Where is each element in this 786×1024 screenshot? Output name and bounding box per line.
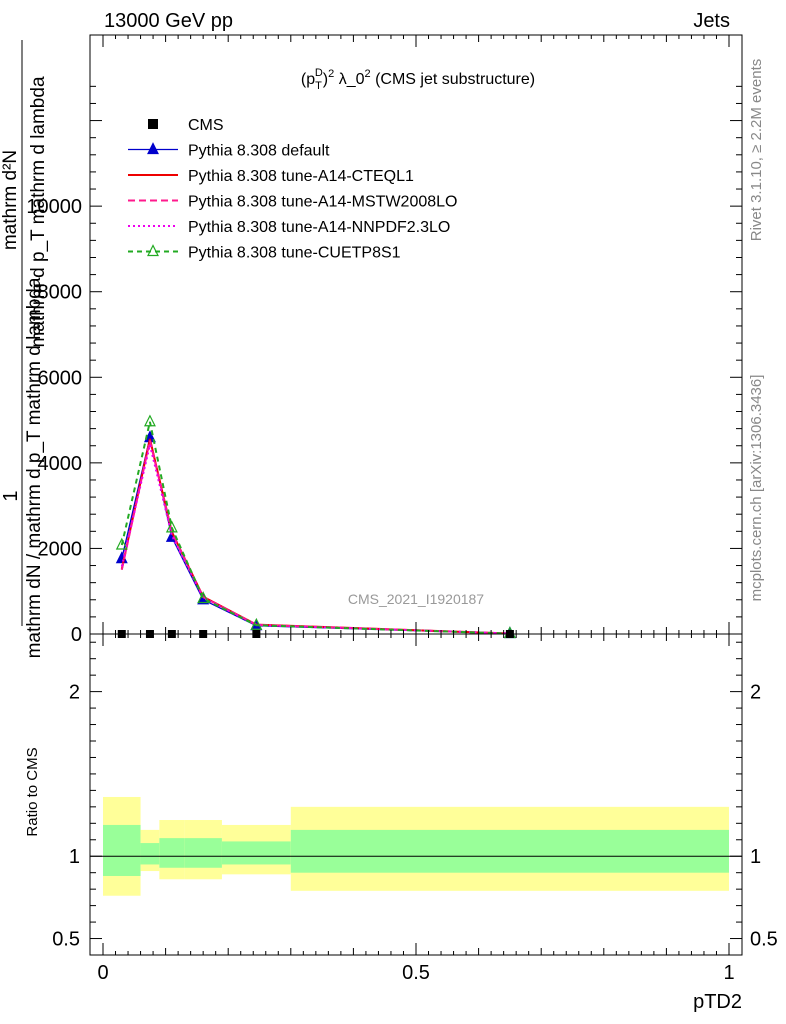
ylabel-numerator: mathrm d²N [0, 150, 21, 250]
legend-label-4: Pythia 8.308 tune-CUETP8S1 [188, 245, 401, 262]
ratio-y-tick-label-left-2: 2 [69, 682, 80, 704]
x-tick-label-1: 0.5 [402, 962, 430, 984]
series-marker-4-0 [115, 537, 128, 550]
header-jets: Jets [693, 10, 730, 32]
legend-label-2: Pythia 8.308 tune-A14-MSTW2008LO [188, 194, 457, 211]
series-marker-4-1 [143, 414, 156, 427]
title-lsq: 2 [365, 68, 371, 80]
series-marker-4-4 [250, 617, 263, 630]
ratio-y-tick-label-right-0: 0.5 [750, 929, 778, 951]
ylabel-numerator-den: mathrm d p_T mathrm d lambda [28, 76, 49, 347]
analysis-label: CMS_2021_I1920187 [348, 591, 484, 607]
ratio-y-tick-label-right-1: 1 [750, 846, 761, 868]
ratio-y-tick-label-left-1: 1 [69, 846, 80, 868]
series-line-4 [120, 421, 510, 635]
series-marker-4-2 [165, 520, 178, 533]
x-tick-label-2: 1 [723, 962, 734, 984]
rivet-label: Rivet 3.1.10, ≥ 2.2M events [748, 59, 765, 242]
title-p: (p [301, 71, 315, 88]
legend-label-3: Pythia 8.308 tune-A14-NNPDF2.3LO [188, 219, 450, 236]
x-tick-label-0: 0 [97, 962, 108, 984]
title-lambda: λ_0 [334, 71, 364, 88]
axes [89, 34, 743, 956]
main-y-tick-label-5: 10000 [26, 196, 82, 218]
ratio-band-inner-2 [159, 838, 185, 868]
title-rest: (CMS jet substructure) [371, 71, 535, 88]
ratio-band-inner-0 [103, 824, 141, 876]
ratio-band-inner-4 [221, 841, 291, 865]
header-energy: 13000 GeV pp [104, 10, 233, 32]
ratio-y-tick-label-right-2: 2 [750, 682, 761, 704]
legend-label-0: Pythia 8.308 default [188, 143, 330, 160]
legend-label-cms: CMS [188, 117, 224, 134]
main-y-tick-label-1: 2000 [38, 538, 83, 560]
series-marker-4-3 [197, 591, 210, 604]
plot-title: (pTD)2 λ_02 (CMS jet substructure) [301, 67, 535, 92]
main-ylabel: 1 mathrm d²N mathrm d p_T mathrm d lambd… [0, 40, 49, 658]
ratio-band-inner-1 [140, 843, 160, 865]
mcplots-label: mcplots.cern.ch [arXiv:1306.3436] [748, 375, 765, 602]
legend-marker-4 [147, 244, 159, 257]
main-y-tick-label-4: 8000 [38, 282, 83, 304]
xlabel: pTD2 [693, 991, 742, 1013]
main-y-tick-label-0: 0 [71, 624, 82, 646]
main-y-tick-label-3: 6000 [38, 367, 83, 389]
main-y-tick-label-2: 4000 [38, 453, 83, 475]
legend-marker-cms [148, 119, 158, 129]
ratio-bands [90, 796, 742, 896]
title-close: ) [323, 71, 328, 88]
ratio-y-tick-label-left-0: 0.5 [52, 929, 80, 951]
legend-marker-0 [147, 142, 159, 155]
title-sub-T: T [315, 80, 322, 92]
ratio-frame [89, 633, 743, 956]
ratio-band-inner-5 [290, 829, 729, 873]
ratio-band-inner-3 [184, 838, 222, 868]
ratio-ylabel: Ratio to CMS [24, 747, 41, 836]
tick-labels: 0 0.5 1 0 2000 4000 6000 8000 10000 0.5 0.5 1 1 2 2 [26, 196, 777, 984]
title-sq: 2 [328, 68, 334, 80]
title-sup-D: D [315, 67, 323, 79]
legend: CMS Pythia 8.308 default Pythia 8.308 tune… [128, 117, 457, 262]
ylabel-one: 1 [0, 490, 22, 501]
legend-label-1: Pythia 8.308 tune-A14-CTEQL1 [188, 168, 414, 185]
ylabel-denominator: mathrm dN / mathrm d p_T mathrm d lambda [24, 277, 45, 658]
